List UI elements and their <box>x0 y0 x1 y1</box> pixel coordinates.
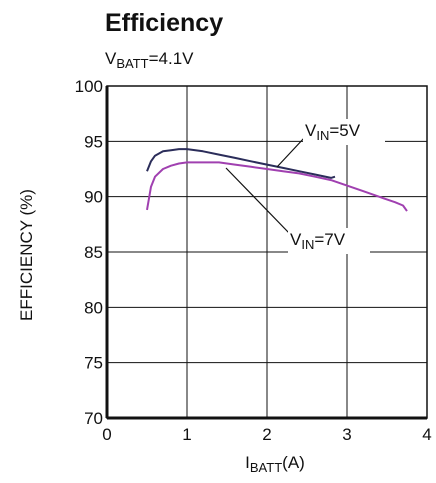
series-annotation-label: VIN=7V <box>290 230 346 252</box>
xlabel-main: I <box>245 453 250 472</box>
series-lines <box>146 148 408 212</box>
subtitle-main: V <box>105 49 117 68</box>
x-tick-labels: 0 1 2 3 4 <box>102 425 431 444</box>
axes <box>105 85 428 420</box>
series-annotation-label: VIN=5V <box>305 121 361 143</box>
chart-title: Efficiency <box>105 9 223 37</box>
subtitle-sub: BATT <box>116 56 148 71</box>
annotation-main: V <box>290 230 302 249</box>
annotation-leader <box>276 136 306 168</box>
annotation-rest: =7V <box>314 230 345 249</box>
chart-subtitle: VBATT=4.1V <box>105 49 194 71</box>
x-tick-label: 4 <box>422 425 431 444</box>
annotation-sub: IN <box>301 237 314 252</box>
x-tick-label: 3 <box>342 425 351 444</box>
x-tick-label: 1 <box>182 425 191 444</box>
annotation-bg <box>303 119 385 145</box>
y-tick-label: 90 <box>84 188 103 207</box>
subtitle-rest: =4.1V <box>149 49 195 68</box>
y-tick-label: 75 <box>84 354 103 373</box>
x-tick-label: 2 <box>262 425 271 444</box>
annotation-bg <box>288 228 370 254</box>
y-tick-label: 80 <box>84 298 103 317</box>
xlabel-rest: (A) <box>282 453 305 472</box>
y-tick-label: 100 <box>75 77 103 96</box>
xlabel-sub: BATT <box>250 460 282 475</box>
y-tick-label: 70 <box>84 409 103 428</box>
y-tick-labels: 70 75 80 85 90 95 100 <box>75 77 103 428</box>
series-line-1 <box>146 161 408 212</box>
x-tick-label: 0 <box>102 425 111 444</box>
x-axis-label: IBATT(A) <box>245 453 305 475</box>
annotation-leader <box>225 167 291 235</box>
y-tick-label: 95 <box>84 132 103 151</box>
y-tick-label: 85 <box>84 243 103 262</box>
annotation-rest: =5V <box>329 121 360 140</box>
series-line-0 <box>146 148 336 179</box>
annotation-main: V <box>305 121 317 140</box>
y-axis-label: EFFICIENCY (%) <box>17 189 36 321</box>
annotation-sub: IN <box>316 128 329 143</box>
